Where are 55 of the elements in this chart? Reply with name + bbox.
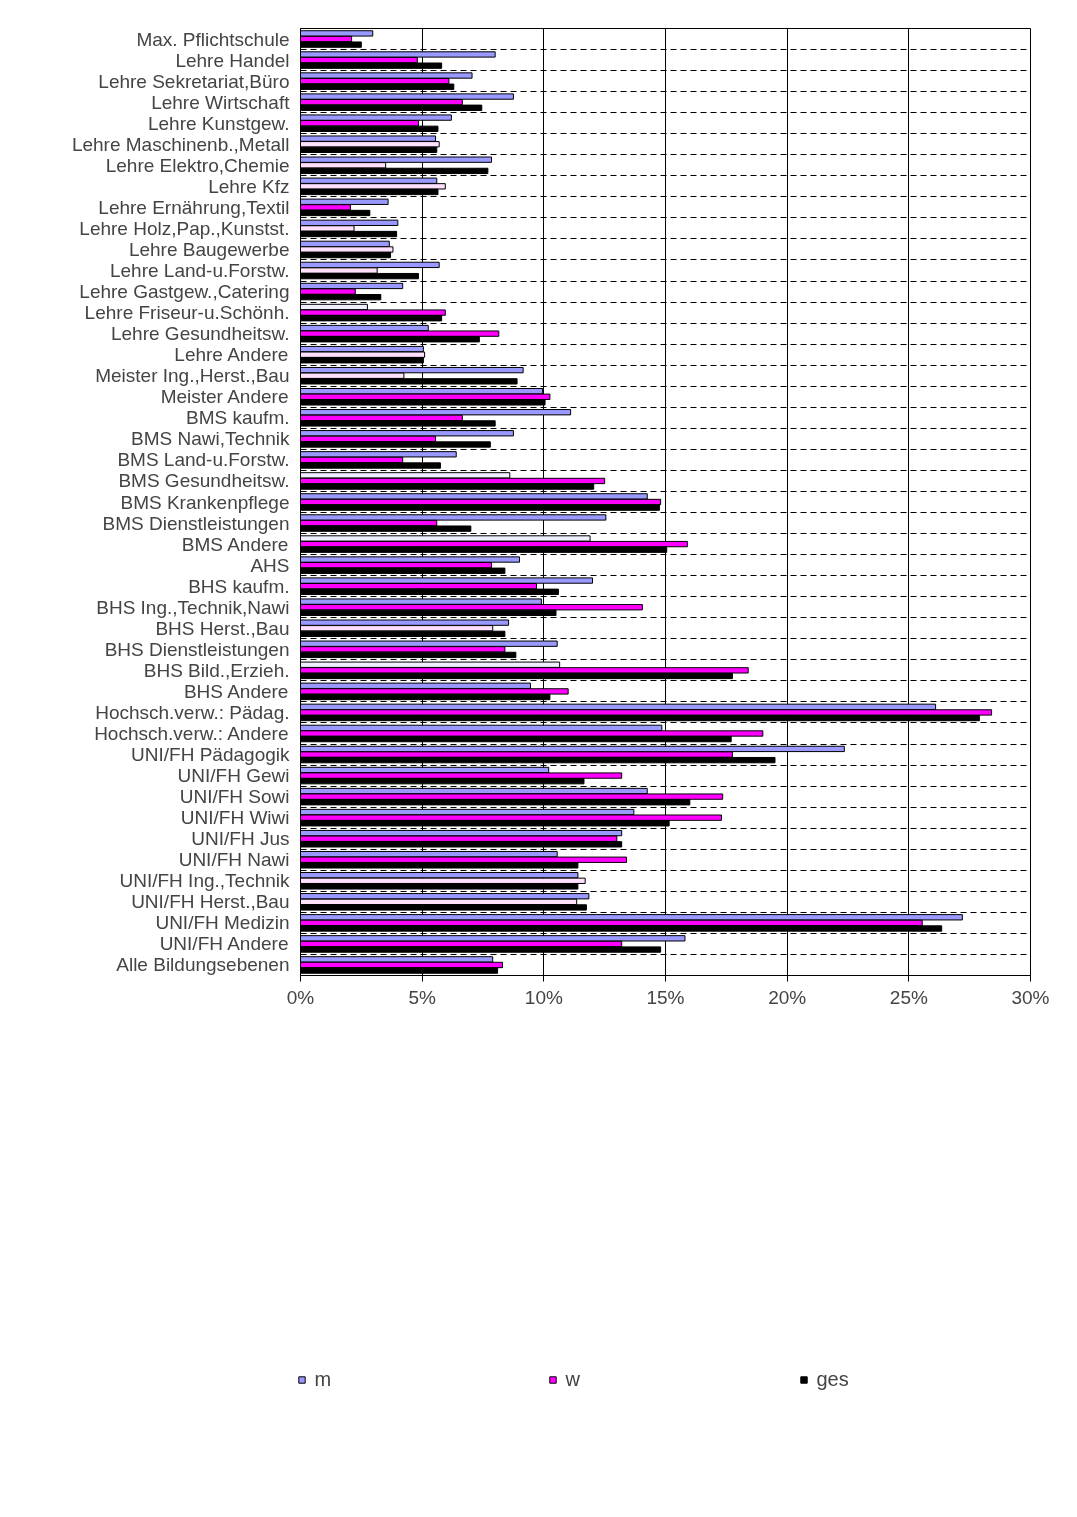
y-tick-label: BMS Land-u.Forstw. [117,449,290,471]
y-tick-label: Meister Andere [160,386,289,408]
y-tick-label: BHS Andere [183,680,289,702]
y-tick-label: AHS [250,554,290,576]
y-tick-label: Lehre Wirtschaft [151,91,291,113]
y-tick-label: BHS Ing.,Technik,Nawi [96,596,290,618]
x-tick-label: 5% [408,986,436,1008]
legend-label: m [314,1367,333,1391]
y-tick-label: Hochsch.verw.: Andere [94,722,289,744]
y-tick-label: UNI/FH Gewi [177,765,290,787]
y-tick-label: BMS Dienstleistungen [102,512,290,534]
y-tick-label: BHS Herst.,Bau [155,617,290,639]
y-tick-label: Lehre Holz,Pap.,Kunstst. [79,217,290,239]
y-tick-label: BMS kaufm. [186,407,290,429]
x-tick-label: 0% [286,986,315,1008]
x-tick-label: 20% [768,986,807,1008]
y-tick-label: BHS Bild.,Erzieh. [143,659,290,681]
y-tick-label: UNI/FH Medizin [155,912,290,934]
y-tick-label: Lehre Elektro,Chemie [105,154,290,176]
y-tick-label: UNI/FH Pädagogik [131,744,290,766]
y-tick-label: Lehre Gastgew.,Catering [79,281,290,303]
x-tick-label: 25% [889,986,928,1008]
y-tick-label: Lehre Kunstgew. [147,112,290,134]
legend-label: ges [816,1367,850,1391]
y-tick-label: UNI/FH Herst.,Bau [131,891,290,913]
x-tick-label: 10% [524,986,563,1008]
y-tick-label: UNI/FH Wiwi [180,807,290,829]
y-tick-label: BMS Andere [181,533,289,555]
y-tick-label: Lehre Handel [175,49,290,71]
y-tick-label: Alle Bildungsebenen [116,954,290,976]
y-tick-label: Lehre Sekretariat,Büro [98,70,290,92]
y-tick-label: BMS Gesundheitsw. [118,470,290,492]
x-tick-label: 30% [1011,986,1050,1008]
y-tick-label: UNI/FH Ing.,Technik [119,870,290,892]
y-tick-label: Lehre Ernährung,Textil [98,196,290,218]
y-tick-label: UNI/FH Sowi [179,786,290,808]
y-tick-label: Lehre Maschinenb.,Metall [71,133,290,155]
y-tick-label: Lehre Baugewerbe [128,238,290,260]
y-tick-label: Lehre Gesundheitsw. [110,323,290,345]
y-tick-label: Meister Ing.,Herst.,Bau [95,365,290,387]
y-tick-label: Lehre Andere [174,344,289,366]
y-tick-label: Lehre Land-u.Forstw. [109,260,290,282]
y-tick-label: Lehre Friseur-u.Schönh. [84,302,290,324]
y-tick-label: BMS Nawi,Technik [131,428,290,450]
x-tick-label: 15% [646,986,685,1008]
y-tick-label: Hochsch.verw.: Pädag. [95,701,290,723]
y-tick-label: Max. Pflichtschule [136,28,290,50]
y-tick-label: UNI/FH Andere [159,933,289,955]
legend-label: w [565,1367,581,1391]
y-tick-label: UNI/FH Nawi [178,849,290,871]
y-tick-label: BHS Dienstleistungen [104,638,290,660]
y-tick-label: Lehre Kfz [208,175,290,197]
y-tick-label: BMS Krankenpflege [120,491,290,513]
y-tick-label: UNI/FH Jus [191,828,290,850]
y-tick-label: BHS kaufm. [188,575,290,597]
